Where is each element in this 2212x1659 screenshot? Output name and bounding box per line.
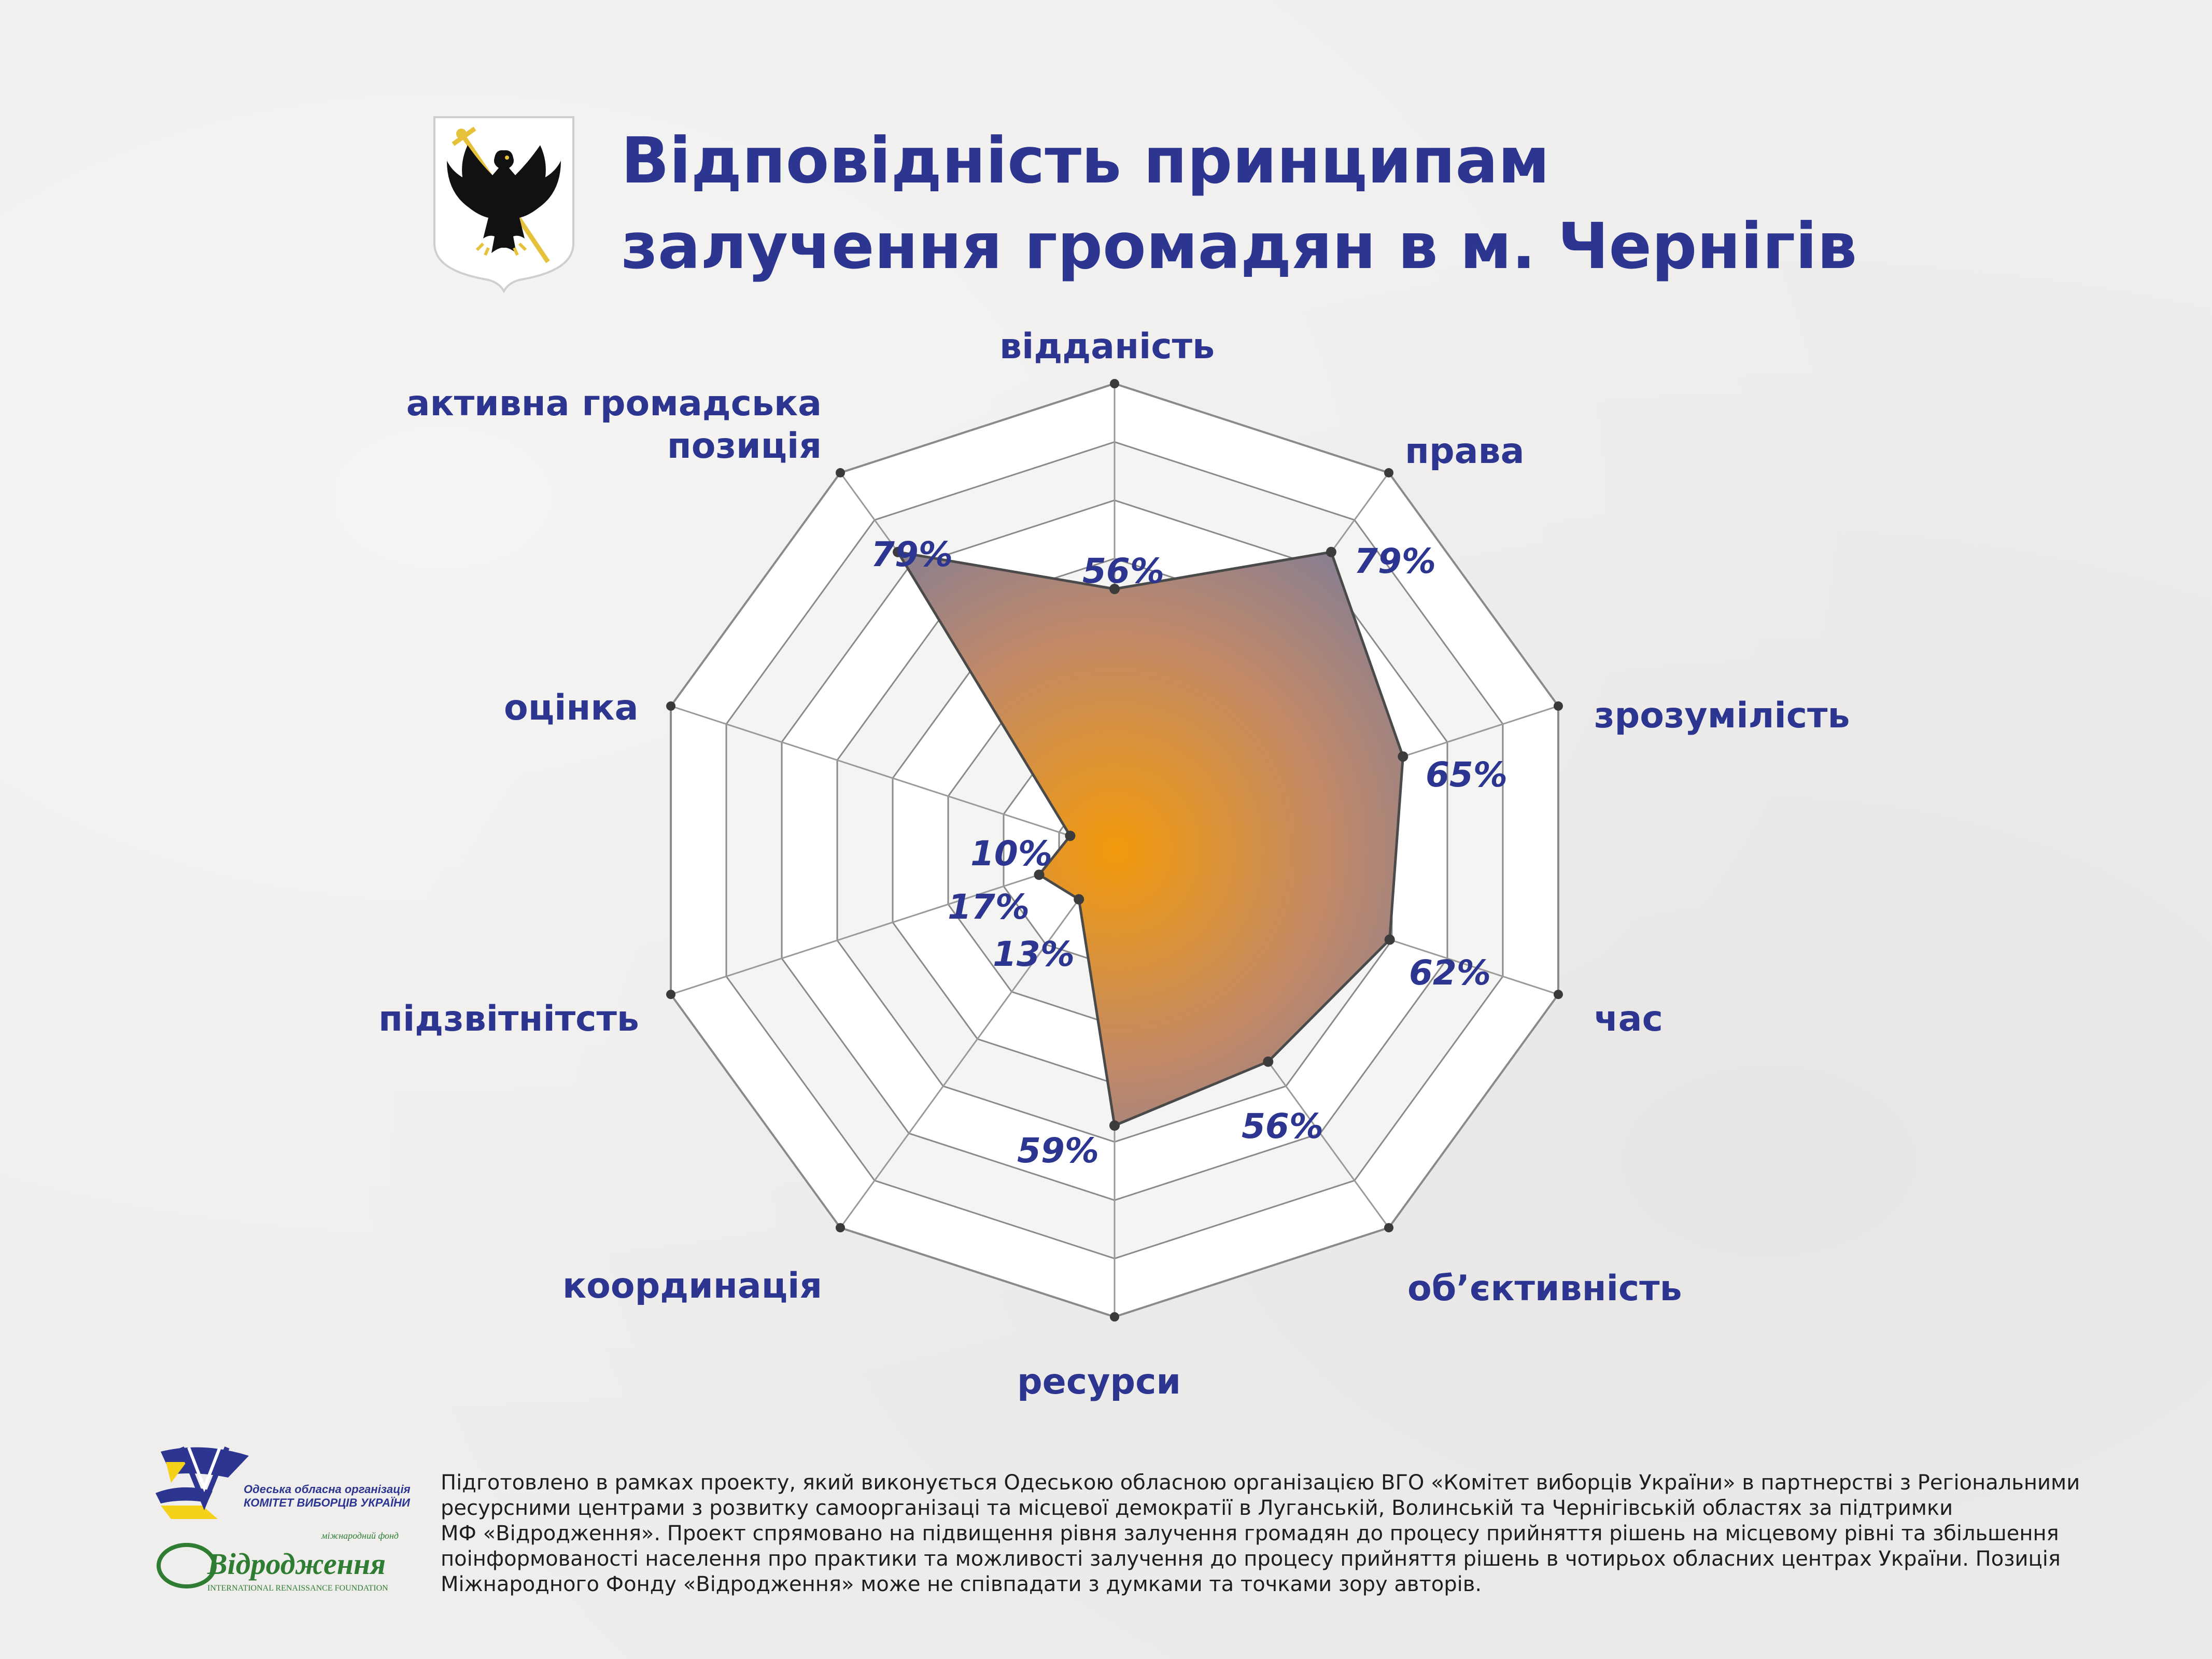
axis-label-prava: права — [1405, 431, 1525, 472]
data-point — [1326, 546, 1336, 557]
kvu-logo-text-2: КОМІТЕТ ВИБОРЦІВ УКРАЇНИ — [244, 1496, 411, 1509]
value-label-koordynatsiia: 13% — [993, 934, 1075, 974]
footer-line-4: поінформованості населення про практики … — [441, 1547, 2061, 1571]
chernihiv-coat-of-arms-icon — [433, 116, 574, 293]
title-line-1: Відповідність принципам — [621, 124, 1550, 198]
axis-label-aktyvna-hromadska-pozytsiia: активна громадська позиція — [406, 383, 822, 467]
value-label-otsinka: 10% — [970, 834, 1052, 874]
axis-end-dot — [666, 990, 676, 1000]
axis-end-dot — [666, 701, 676, 711]
axis-end-dot — [1110, 379, 1119, 388]
renaissance-foundation-logo: міжнародний фонд Відродження INTERNATION… — [157, 1530, 399, 1593]
axis-label-viddanist: відданість — [999, 326, 1215, 367]
kvu-logo-text-1: Одеська обласна організація — [244, 1483, 411, 1496]
footer-line-1: Підготовлено в рамках проекту, який вико… — [441, 1471, 2080, 1495]
axis-end-dot — [1553, 701, 1563, 711]
data-point — [893, 546, 904, 557]
data-point — [1065, 831, 1076, 841]
value-label-aktyvna-hromadska-pozytsiia: 79% — [871, 535, 953, 574]
axis-label-koordynatsiia: координація — [562, 1266, 823, 1306]
series-points — [893, 546, 1408, 1131]
data-point — [1398, 751, 1408, 762]
foundation-logo-small-text: міжнародний фонд — [321, 1530, 399, 1541]
value-label-obiektyvnist: 56% — [1242, 1106, 1323, 1146]
axis-end-dot — [1110, 1312, 1119, 1321]
axis-label-zrozumilist: зрозумілість — [1594, 695, 1850, 736]
value-label-chas: 62% — [1409, 953, 1491, 993]
footer-line-5: Міжнародного Фонду «Відродження» може не… — [441, 1572, 1482, 1596]
footer-line-3: МФ «Відродження». Проект спрямовано на п… — [441, 1522, 2059, 1545]
value-label-viddanist: 56% — [1082, 551, 1164, 591]
axis-end-dot — [1384, 468, 1394, 477]
axis-end-dot — [835, 468, 845, 477]
axis-label-resursy: ресурси — [1017, 1361, 1181, 1402]
value-label-zrozumilist: 65% — [1426, 755, 1507, 795]
footer-disclaimer: Підготовлено в рамках проекту, який вико… — [441, 1470, 2080, 1597]
axis-spoke — [670, 705, 1115, 851]
kvu-logo: Одеська обласна організація КОМІТЕТ ВИБО… — [156, 1446, 411, 1519]
data-point — [1384, 934, 1395, 945]
axis-label-otsinka: оцінка — [504, 687, 639, 728]
data-point — [1074, 894, 1084, 905]
axis-end-dot — [1553, 990, 1563, 1000]
data-point — [1109, 584, 1120, 594]
axis-spoke — [839, 850, 1116, 1228]
axis-label-chas: час — [1594, 999, 1663, 1039]
axis-end-dots — [666, 379, 1563, 1321]
footer-logos: Одеська обласна організація КОМІТЕТ ВИБО… — [156, 1446, 411, 1593]
value-label-pidzvitnist: 17% — [948, 887, 1030, 927]
data-point — [1109, 1120, 1120, 1131]
footer-line-2: ресурсними центрами з розвитку самоорган… — [441, 1496, 1953, 1520]
data-point — [1263, 1056, 1274, 1067]
foundation-logo-english: INTERNATIONAL RENAISSANCE FOUNDATION — [207, 1584, 388, 1593]
axis-label-pidzvitnist: підзвітнітсть — [378, 999, 639, 1039]
data-point — [1034, 869, 1045, 880]
axis-end-dot — [835, 1223, 845, 1233]
value-label-resursy: 59% — [1017, 1131, 1099, 1171]
foundation-logo-name: Відродження — [207, 1547, 386, 1581]
title-line-2: залучення громадян в м. Чернігів — [621, 209, 1857, 283]
axis-end-dot — [1384, 1223, 1394, 1233]
axis-label-obiektyvnist: об’єктивність — [1407, 1268, 1682, 1309]
value-label-prava: 79% — [1354, 541, 1436, 581]
page-title: Відповідність принципам залучення громад… — [621, 118, 2021, 289]
